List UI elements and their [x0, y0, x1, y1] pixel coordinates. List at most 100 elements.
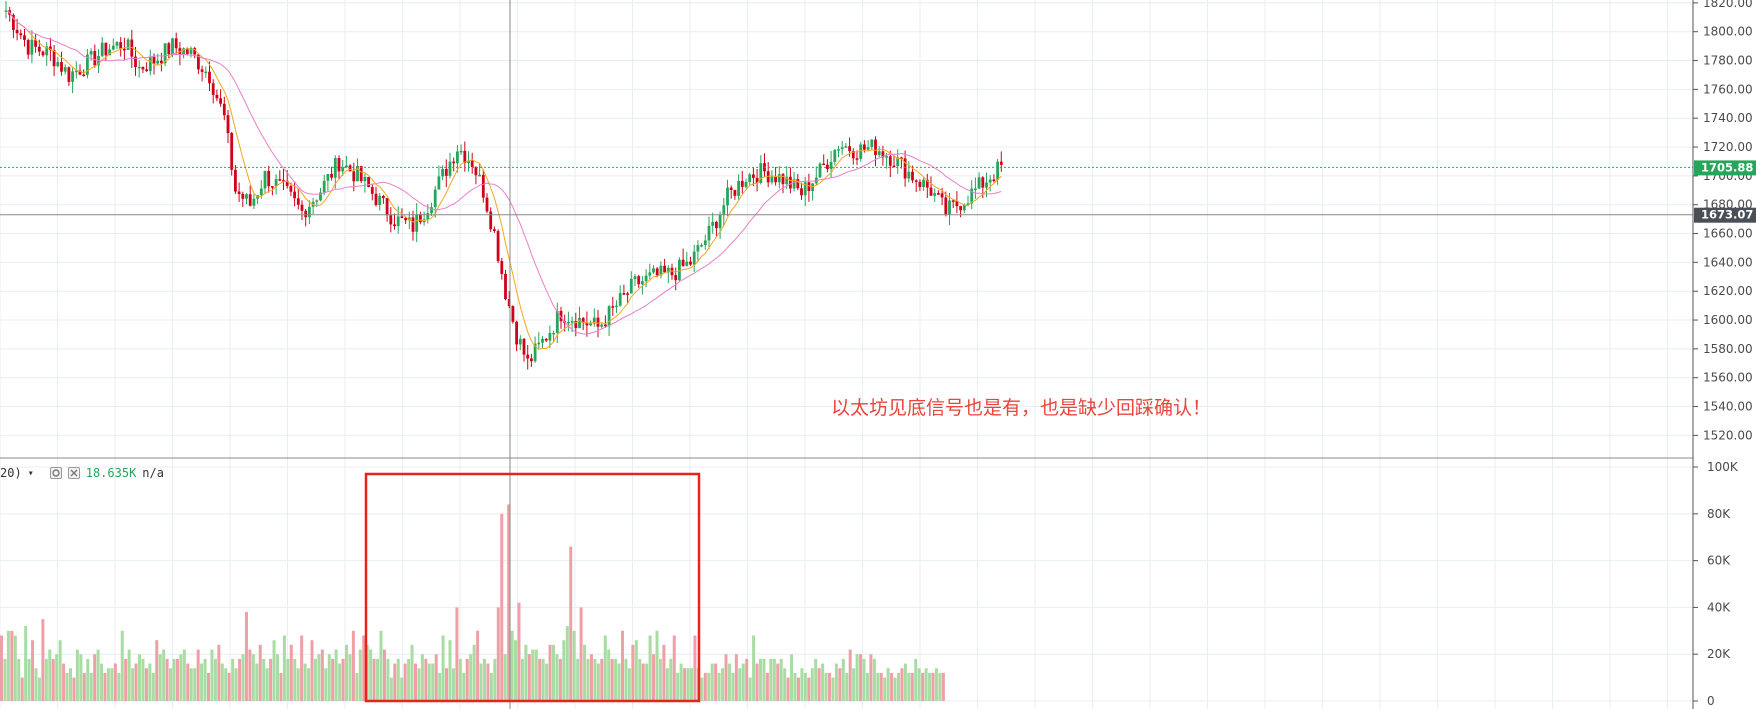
volume-bar	[310, 640, 314, 701]
volume-bar	[679, 663, 683, 701]
volume-bar	[576, 658, 580, 701]
price-tick-label: 1660.00	[1703, 227, 1753, 241]
chevron-down-icon[interactable]: ▾	[27, 467, 34, 479]
volume-bar	[427, 663, 431, 701]
candle-body	[71, 71, 74, 82]
volume-bar	[48, 649, 52, 701]
candle-body	[89, 51, 93, 55]
volume-bar	[734, 654, 738, 701]
volume-extra: n/a	[142, 466, 164, 480]
candle-body	[881, 151, 885, 158]
candle-body	[156, 60, 160, 64]
close-icon[interactable]	[67, 467, 80, 479]
volume-bar	[607, 649, 611, 701]
volume-bar	[524, 644, 528, 701]
candle-body	[289, 186, 293, 192]
candle-body	[41, 51, 45, 56]
candle-body	[988, 179, 992, 183]
candle-body	[659, 265, 663, 276]
gear-icon[interactable]	[49, 467, 62, 479]
volume-bar	[389, 677, 393, 701]
candle-body	[755, 177, 759, 183]
volume-bar	[458, 658, 462, 701]
candle-body	[119, 42, 123, 49]
volume-bar	[693, 635, 697, 701]
volume-bar	[765, 672, 769, 701]
candle-body	[552, 332, 555, 335]
candle-body	[907, 171, 911, 179]
candle-body	[696, 245, 700, 252]
volume-bar	[655, 630, 659, 701]
candle-body	[367, 177, 370, 188]
volume-bar	[548, 644, 552, 701]
candle-body	[900, 157, 903, 159]
candle-body	[855, 158, 859, 160]
candle-body	[363, 177, 367, 182]
candle-body	[4, 10, 8, 12]
volume-bar	[472, 644, 476, 701]
volume-bar	[634, 640, 638, 701]
candle-body	[829, 161, 833, 169]
candle-body	[911, 171, 914, 181]
candle-body	[259, 188, 263, 196]
candle-body	[544, 338, 548, 341]
volume-bar	[807, 677, 811, 701]
volume-bar	[645, 663, 649, 701]
candle-body	[770, 176, 774, 183]
volume-bar	[241, 654, 245, 701]
volume-bar	[55, 654, 59, 701]
volume-bar	[44, 658, 48, 701]
candle-body	[378, 195, 382, 206]
candle-body	[267, 170, 271, 187]
candle-body	[896, 157, 900, 167]
candle-body	[740, 180, 744, 187]
volume-bar	[824, 672, 828, 701]
candle-body	[833, 149, 837, 162]
volume-bar	[75, 649, 79, 701]
volume-bar	[196, 649, 200, 701]
candle-body	[522, 338, 526, 355]
price-axis: 1820.00 1800.00 1780.00 1760.00 1740.00 1720.…	[1692, 0, 1753, 709]
volume-bar	[396, 658, 400, 701]
candle-body	[581, 318, 585, 323]
candle-body	[211, 83, 215, 95]
candle-body	[200, 69, 204, 72]
volume-bar	[610, 658, 614, 701]
candle-body	[996, 161, 999, 180]
candle-body	[948, 200, 951, 215]
price-tick-label: 1540.00	[1703, 400, 1753, 414]
volume-bar	[569, 546, 573, 701]
volume-bar	[327, 654, 331, 701]
candle-body	[282, 180, 285, 182]
candle-body	[615, 305, 618, 308]
volume-bar	[690, 668, 693, 701]
volume-bar	[24, 626, 28, 701]
volume-bar	[451, 668, 455, 701]
candle-body	[393, 224, 396, 227]
volume-bar	[317, 654, 321, 701]
candle-body	[426, 213, 430, 220]
candle-body	[108, 49, 111, 56]
volume-bar	[555, 654, 559, 701]
volume-bar	[903, 663, 907, 701]
candle-body	[15, 29, 19, 34]
volume-bar	[924, 668, 928, 701]
candle-body	[330, 173, 333, 178]
candle-body	[859, 144, 863, 159]
volume-bar	[683, 668, 687, 701]
candle-body	[703, 240, 707, 246]
volume-bar	[345, 644, 348, 701]
candle-body	[678, 259, 681, 281]
candle-body	[766, 171, 770, 183]
candle-body	[796, 179, 800, 189]
volume-bar	[213, 658, 217, 701]
candle-body	[959, 206, 962, 211]
volume-bar	[424, 658, 428, 701]
volume-tick-label: 20K	[1707, 647, 1731, 661]
candle-body	[348, 165, 352, 172]
volume-bar	[103, 672, 107, 701]
price-tick-label: 1520.00	[1703, 428, 1753, 442]
candle-body	[245, 194, 248, 199]
volume-bar	[672, 635, 676, 701]
